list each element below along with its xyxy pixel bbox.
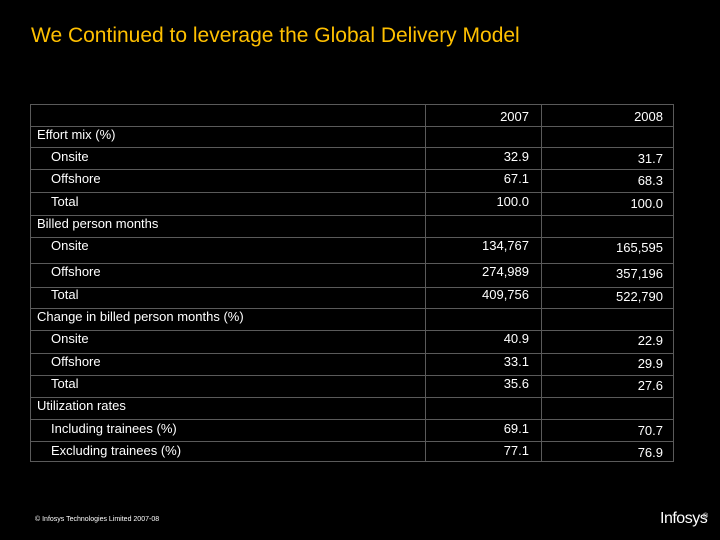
footer-copyright: © Infosys Technologies Limited 2007-08: [35, 516, 160, 523]
table-row-value-2008: 68.3: [637, 173, 663, 188]
company-logo: Infosys: [660, 510, 708, 527]
table-row-label: Total: [51, 287, 79, 302]
table-row-label: Utilization rates: [37, 398, 126, 413]
row-divider: [31, 192, 673, 193]
table-row-label: Offshore: [51, 171, 101, 186]
header-2008: 2008: [634, 109, 663, 124]
table-row-value-2008: 22.9: [637, 333, 663, 348]
table-row-value-2008: 29.9: [637, 356, 663, 371]
data-table: 2007 2008 Effort mix (%) Onsite 32.9 31.…: [30, 104, 674, 462]
table-row-value-2007: 134,767: [482, 238, 529, 253]
table-row-value-2008: 522,790: [616, 289, 663, 304]
table-row-label: Billed person months: [37, 216, 159, 231]
header-2007: 2007: [500, 109, 529, 124]
table-row-label: Including trainees (%): [51, 421, 177, 436]
row-divider: [31, 353, 673, 354]
slide-title: We Continued to leverage the Global Deli…: [31, 24, 520, 47]
table-row-value-2007: 33.1: [503, 354, 529, 369]
table-row-value-2007: 40.9: [503, 331, 529, 346]
table-row-value-2008: 100.0: [630, 196, 663, 211]
table-row-value-2007: 409,756: [482, 287, 529, 302]
table-row-value-2007: 77.1: [503, 443, 529, 458]
table-row-value-2008: 31.7: [637, 151, 663, 166]
table-row-value-2008: 165,595: [616, 240, 663, 255]
row-divider: [31, 287, 673, 288]
table-row-label: Excluding trainees (%): [51, 443, 182, 458]
table-row-label: Effort mix (%): [37, 127, 116, 142]
row-divider: [31, 375, 673, 376]
table-row-value-2007: 67.1: [503, 171, 529, 186]
row-divider: [31, 215, 673, 216]
column-divider-label: [425, 105, 426, 461]
row-divider: [31, 330, 673, 331]
table-row-label: Change in billed person months (%): [37, 309, 244, 324]
table-row-label: Offshore: [51, 354, 101, 369]
table-row-value-2008: 357,196: [616, 266, 663, 281]
table-row-value-2008: 76.9: [637, 445, 663, 460]
row-divider: [31, 397, 673, 398]
table-row-label: Total: [51, 376, 79, 391]
row-divider: [31, 169, 673, 170]
row-divider: [31, 419, 673, 420]
table-row-value-2007: 69.1: [503, 421, 529, 436]
table-row-label: Offshore: [51, 264, 101, 279]
logo-registered-mark: ®: [703, 513, 709, 520]
row-divider: [31, 263, 673, 264]
row-divider: [31, 237, 673, 238]
row-divider: [31, 308, 673, 309]
row-divider: [31, 147, 673, 148]
column-divider-years: [541, 105, 542, 461]
table-row-value-2008: 70.7: [637, 423, 663, 438]
table-row-label: Total: [51, 194, 79, 209]
table-row-label: Onsite: [51, 331, 89, 346]
table-row-value-2007: 32.9: [503, 149, 529, 164]
table-row-value-2007: 274,989: [482, 264, 529, 279]
table-row-label: Onsite: [51, 238, 89, 253]
table-row-label: Onsite: [51, 149, 89, 164]
table-row-value-2007: 35.6: [503, 376, 529, 391]
table-row-value-2007: 100.0: [496, 194, 529, 209]
table-row-value-2008: 27.6: [637, 378, 663, 393]
row-divider: [31, 126, 673, 127]
row-divider: [31, 441, 673, 442]
